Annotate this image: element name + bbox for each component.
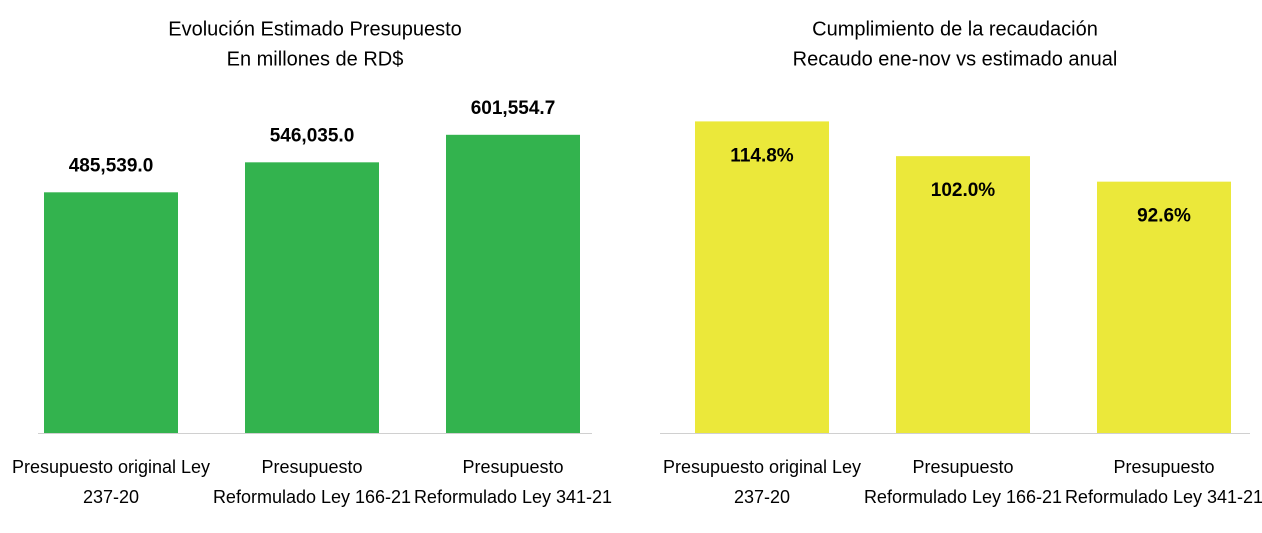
value-label: 546,035.0 [270, 125, 355, 146]
chart-subtitle: Recaudo ene-nov vs estimado anual [793, 48, 1118, 70]
bar [1097, 181, 1231, 433]
x-tick-label: Presupuesto original Ley 237-20 [662, 457, 862, 507]
bar [446, 134, 580, 434]
bar [44, 192, 178, 433]
x-tick-label: Presupuesto Reformulado Ley 166-21 [212, 457, 412, 507]
value-label: 485,539.0 [69, 155, 154, 176]
chart-title: Evolución Estimado Presupuesto [168, 18, 462, 40]
value-label: 102.0% [931, 180, 996, 201]
x-tick-label: Presupuesto Reformulado Ley 341-21 [413, 457, 613, 507]
x-tick-label: Presupuesto original Ley 237-20 [11, 457, 211, 507]
bar [695, 121, 829, 434]
x-tick-label: Presupuesto Reformulado Ley 341-21 [1064, 457, 1262, 507]
bar [896, 156, 1030, 433]
chart-subtitle: En millones de RD$ [227, 48, 404, 70]
value-label: 601,554.7 [471, 98, 556, 119]
chart-title: Cumplimiento de la recaudación [812, 18, 1098, 40]
x-tick-label: Presupuesto Reformulado Ley 166-21 [863, 457, 1063, 507]
value-label: 92.6% [1137, 206, 1191, 227]
value-label: 114.8% [730, 145, 793, 166]
bar [245, 162, 379, 434]
